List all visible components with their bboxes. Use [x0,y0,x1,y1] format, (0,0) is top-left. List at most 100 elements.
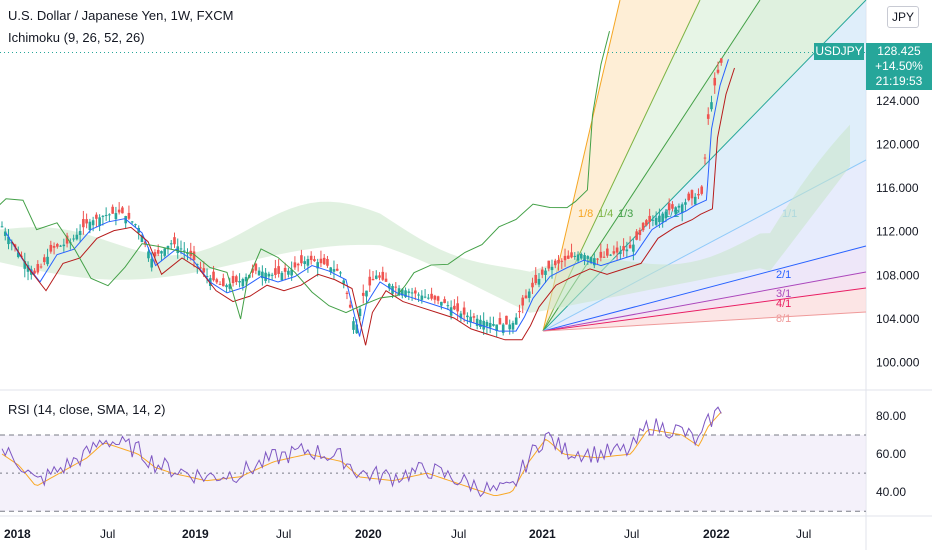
candle[interactable] [433,295,437,300]
candle[interactable] [531,282,534,288]
candle[interactable] [371,278,375,281]
candle[interactable] [348,304,352,308]
candle[interactable] [235,276,238,283]
candle[interactable] [547,260,551,269]
candle[interactable] [319,258,323,264]
candle[interactable] [635,231,638,240]
candle[interactable] [586,256,590,259]
candle[interactable] [622,246,625,251]
candle[interactable] [645,220,648,226]
tenkan-sen-line[interactable] [5,59,729,337]
candle[interactable] [495,324,498,331]
candle[interactable] [121,207,124,214]
candle[interactable] [36,264,40,273]
candle[interactable] [697,193,700,196]
candle[interactable] [440,301,443,306]
candle[interactable] [202,268,206,273]
candle[interactable] [641,222,645,231]
candle[interactable] [179,248,183,250]
candle[interactable] [703,157,707,159]
candle[interactable] [540,269,544,275]
candle[interactable] [651,219,655,221]
candle[interactable] [153,252,157,257]
candle[interactable] [192,251,196,261]
candle[interactable] [671,204,674,209]
candle[interactable] [482,320,485,330]
candle[interactable] [427,297,430,299]
candle[interactable] [456,303,459,312]
candle[interactable] [684,202,687,205]
candle[interactable] [384,278,388,282]
candle[interactable] [215,279,219,283]
candle[interactable] [156,249,160,254]
candle[interactable] [576,254,580,261]
candle[interactable] [674,207,677,214]
candle[interactable] [430,293,433,299]
candle[interactable] [33,270,36,274]
candle[interactable] [108,214,111,216]
candle[interactable] [322,257,326,265]
candle[interactable] [225,285,228,288]
candle[interactable] [378,275,381,278]
candle[interactable] [329,267,333,272]
candle[interactable] [254,263,258,271]
candle[interactable] [117,209,121,213]
candle[interactable] [345,292,349,294]
candle[interactable] [453,305,456,310]
candle[interactable] [52,245,56,248]
candle[interactable] [680,204,684,214]
candle[interactable] [560,260,564,262]
candle[interactable] [436,296,440,301]
candle[interactable] [342,280,346,284]
candle[interactable] [648,215,651,222]
candle[interactable] [446,305,450,307]
candle[interactable] [309,255,313,261]
chikou-span-line[interactable] [0,30,610,320]
candle[interactable] [498,318,502,325]
candle[interactable] [355,324,359,334]
candle[interactable] [75,234,79,240]
rsi-line[interactable] [1,406,722,498]
candle[interactable] [85,219,88,224]
candle[interactable] [596,258,599,260]
candle[interactable] [479,319,482,327]
candle[interactable] [104,214,108,216]
candle[interactable] [677,205,681,208]
candle[interactable] [335,268,339,271]
candle[interactable] [619,251,622,255]
candle[interactable] [365,290,368,297]
candle[interactable] [173,237,176,245]
rsi-label[interactable]: RSI (14, close, SMA, 14, 2) [8,402,166,417]
candle[interactable] [339,272,342,274]
candle[interactable] [231,275,235,284]
candle[interactable] [475,318,479,326]
candle[interactable] [56,244,59,247]
candle[interactable] [205,276,209,278]
candle[interactable] [638,230,642,235]
candle[interactable] [485,321,489,327]
candle[interactable] [570,252,573,258]
candle[interactable] [628,244,632,249]
candle[interactable] [488,322,492,328]
candle[interactable] [251,268,254,273]
candle[interactable] [134,224,137,226]
candle[interactable] [612,251,616,254]
ichimoku-label[interactable]: Ichimoku (9, 26, 52, 26) [8,30,145,45]
candle[interactable] [423,296,427,298]
candle[interactable] [280,272,284,281]
candle[interactable] [238,280,241,283]
candle[interactable] [658,215,661,223]
candle[interactable] [166,245,170,250]
candle[interactable] [407,291,411,293]
candle[interactable] [62,244,66,247]
candle[interactable] [98,217,101,226]
candle[interactable] [287,270,290,275]
candle[interactable] [501,324,505,333]
candle[interactable] [0,226,4,228]
candle[interactable] [228,284,232,289]
candle[interactable] [306,259,310,266]
candle[interactable] [65,235,69,244]
candle[interactable] [195,264,199,266]
gann-fan-line[interactable] [542,245,867,332]
